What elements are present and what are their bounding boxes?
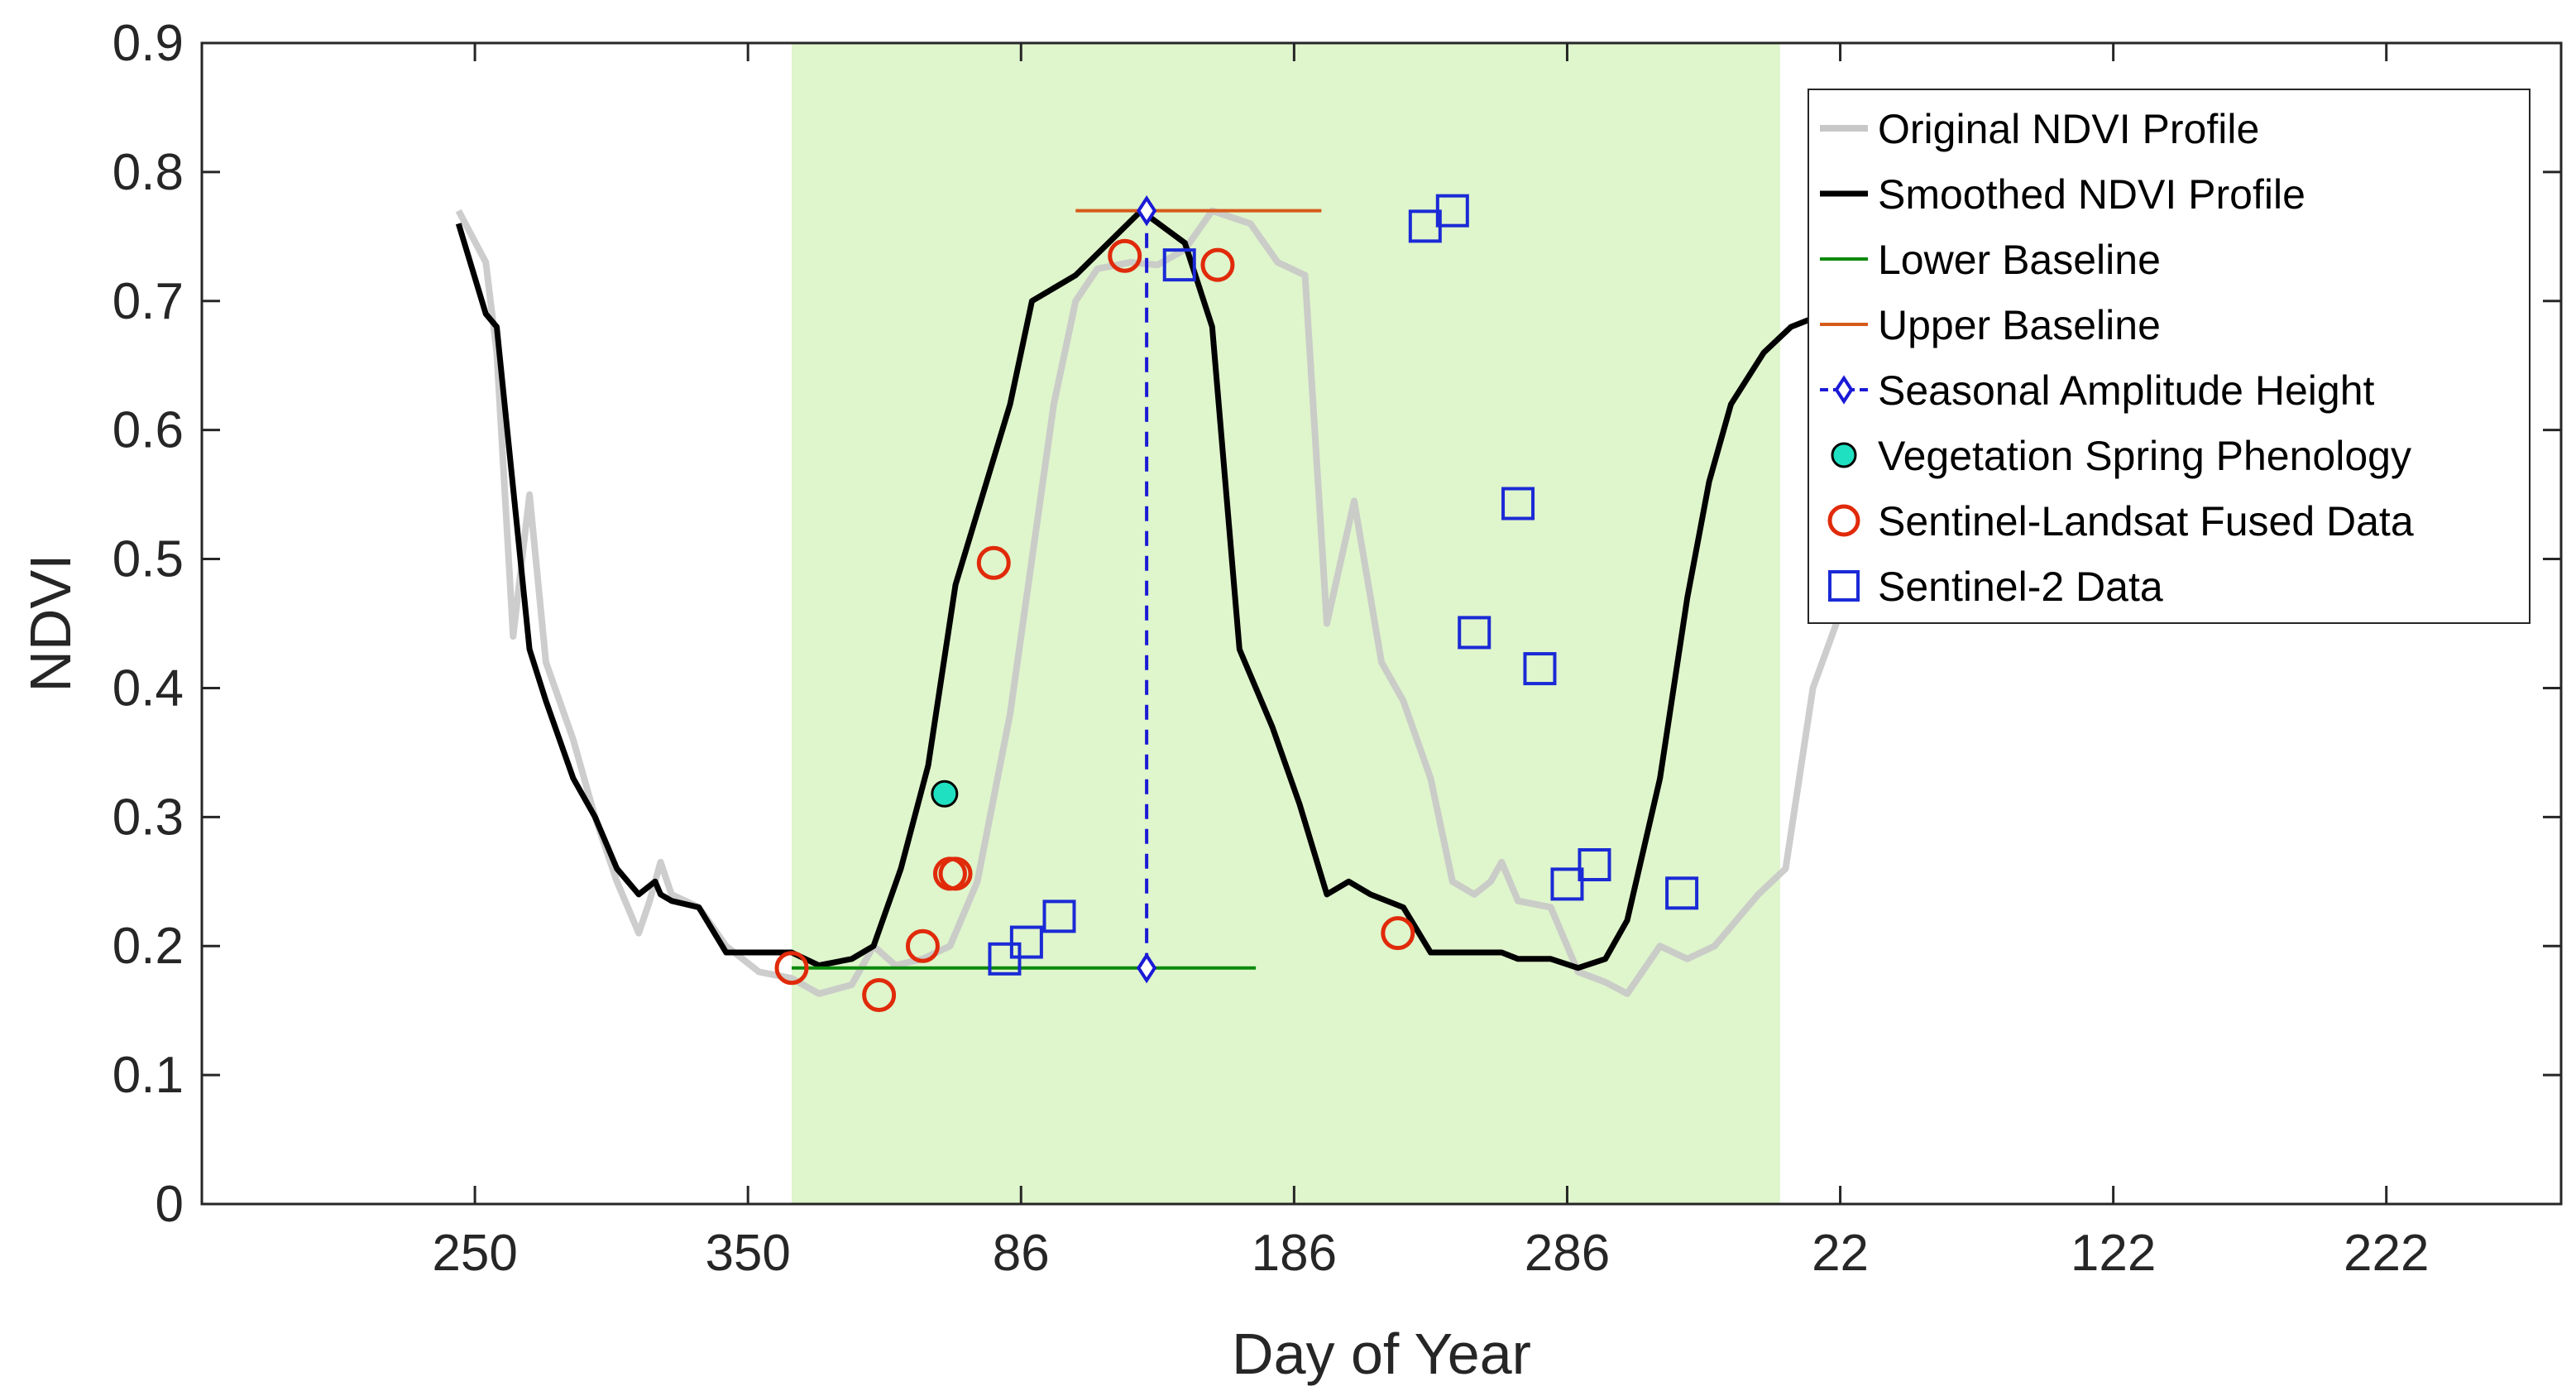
sentinel-2-data-point: [1578, 848, 1611, 882]
sentinel-2-data-point: [1162, 248, 1196, 282]
legend-marker-vegetation-spring-phenology: [1831, 442, 1857, 468]
sentinel-2-data-point: [988, 942, 1022, 976]
sentinel-2-data-point: [1665, 876, 1699, 910]
legend-label-original-ndvi-profile: Original NDVI Profile: [1878, 106, 2259, 152]
x-tick-label: 350: [705, 1225, 790, 1282]
x-tick-label: 250: [432, 1225, 517, 1282]
x-tick-label: 186: [1252, 1225, 1337, 1282]
x-tick-label: 222: [2344, 1225, 2429, 1282]
legend: Original NDVI Profile Smoothed NDVI Profi…: [1808, 89, 2531, 624]
season-band-layer: [792, 43, 1780, 1204]
y-tick-label: 0.4: [113, 660, 184, 717]
sentinel-2-data-point: [1042, 899, 1076, 933]
y-tick-label: 0.1: [113, 1047, 184, 1104]
season-band: [792, 43, 1780, 1204]
vegetation-spring-phenology-point: [931, 780, 959, 808]
sentinel-2-data-point: [1435, 194, 1469, 228]
y-tick-label: 0.7: [113, 273, 184, 330]
sentinel-landsat-fused-data-point: [1108, 238, 1142, 273]
sentinel-2-data-point: [1523, 652, 1557, 686]
legend-marker-sentinel-2-data: [1828, 570, 1860, 602]
x-axis-title: Day of Year: [1232, 1322, 1531, 1386]
y-tick-label: 0.2: [113, 918, 184, 975]
tick-layer: 250 350 86 186 286 22 122 222 0 0.1 0.2 0.3 0.4 0.5 0.…: [113, 15, 2561, 1282]
legend-label-sentinel-2-data: Sentinel-2 Data: [1878, 564, 2163, 610]
legend-label-vegetation-spring-phenology: Vegetation Spring Phenology: [1878, 433, 2411, 479]
sentinel-landsat-fused-data-point: [774, 951, 809, 986]
sentinel-landsat-fused-data-point: [976, 545, 1011, 580]
legend-label-seasonal-amplitude-height: Seasonal Amplitude Height: [1878, 367, 2374, 414]
y-tick-label: 0.3: [113, 789, 184, 846]
legend-marker-seasonal-amplitude-height: [1834, 375, 1854, 405]
sentinel-landsat-fused-data-point: [1200, 247, 1235, 282]
legend-box: [1808, 89, 2531, 624]
legend-label-sentinel-landsat-fused-data: Sentinel-Landsat Fused Data: [1878, 498, 2414, 544]
sentinel-landsat-fused-data-point: [938, 856, 973, 891]
marker-layer: [774, 194, 1699, 1012]
sentinel-2-data-point: [1550, 867, 1584, 901]
x-tick-label: 286: [1525, 1225, 1610, 1282]
x-tick-label: 22: [1812, 1225, 1869, 1282]
sentinel-2-data-point: [1009, 925, 1043, 959]
legend-marker-sentinel-landsat-fused-data: [1827, 504, 1860, 537]
y-tick-label: 0.5: [113, 531, 184, 588]
sentinel-landsat-fused-data-point: [862, 977, 897, 1012]
original-ndvi-profile-line: [455, 207, 2130, 997]
x-tick-label: 122: [2071, 1225, 2156, 1282]
y-tick-label: 0.8: [113, 144, 184, 201]
plot-area-frame: [200, 41, 2563, 1206]
y-axis-title: NDVI: [18, 554, 83, 692]
sentinel-landsat-fused-data-point: [1381, 916, 1415, 951]
y-tick-label: 0.9: [113, 15, 184, 72]
y-tick-label: 0: [156, 1176, 184, 1233]
sentinel-2-data-point: [1458, 616, 1491, 650]
legend-label-smoothed-ndvi-profile: Smoothed NDVI Profile: [1878, 171, 2305, 218]
seasonal-amplitude-height-point: [1136, 952, 1157, 984]
seasonal-amplitude-height-point: [1136, 194, 1157, 227]
y-tick-label: 0.6: [113, 402, 184, 459]
legend-label-upper-baseline: Upper Baseline: [1878, 302, 2161, 348]
sentinel-landsat-fused-data-point: [905, 928, 940, 963]
sentinel-2-data-point: [1501, 487, 1535, 521]
x-tick-label: 86: [993, 1225, 1050, 1282]
legend-label-lower-baseline: Lower Baseline: [1878, 237, 2161, 283]
